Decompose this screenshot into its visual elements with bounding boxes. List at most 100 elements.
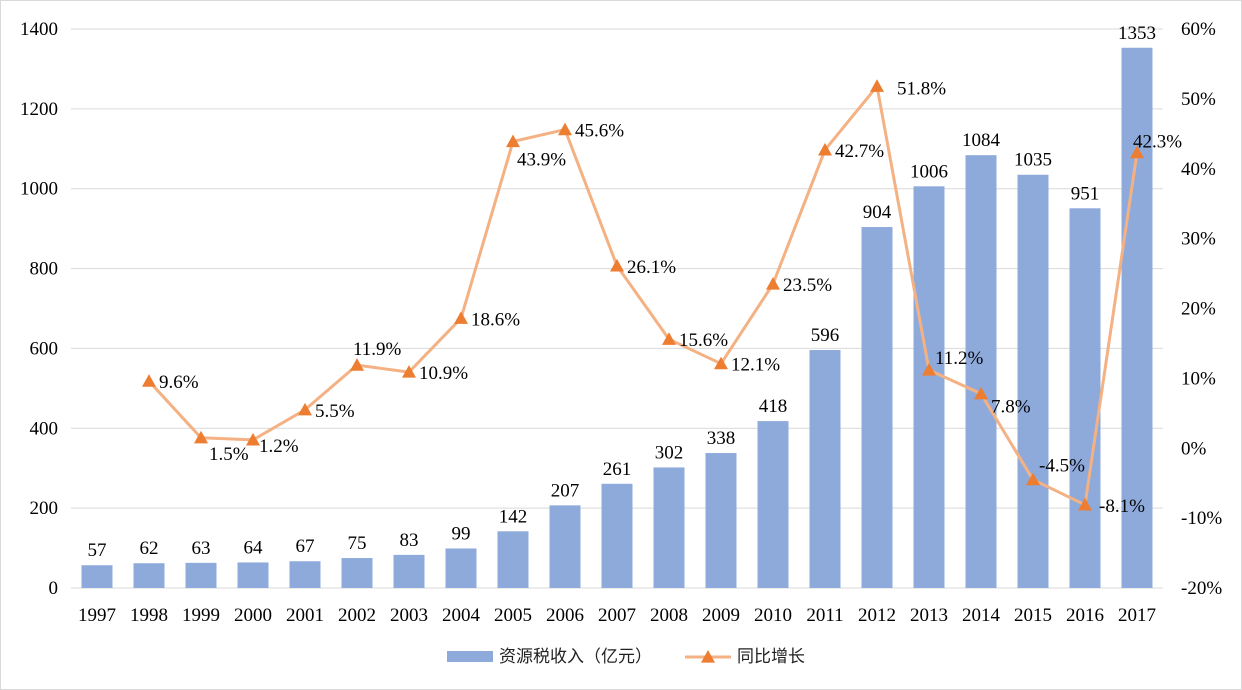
bar-value-label: 64 [244, 537, 264, 558]
growth-line [147, 84, 1139, 507]
legend: 资源税收入（亿元） 同比增长 [447, 647, 805, 667]
growth-value-label: 15.6% [679, 330, 728, 351]
growth-value-label: 11.9% [353, 339, 402, 360]
growth-marker [714, 356, 728, 370]
y-left-tick-label: 1200 [20, 99, 58, 120]
bar-value-label: 63 [192, 538, 211, 559]
bar-value-label: 75 [348, 533, 367, 554]
x-tick-label: 2012 [858, 605, 896, 626]
bar [601, 483, 633, 588]
y-left-tick-label: 800 [30, 259, 59, 280]
y-right-tick-label: -10% [1181, 508, 1222, 529]
x-tick-label: 2011 [806, 605, 843, 626]
growth-value-label: 1.5% [209, 444, 249, 465]
y-right-tick-label: -20% [1181, 578, 1222, 599]
y-left-tick-label: 400 [30, 418, 59, 439]
legend-line-label: 同比增长 [737, 647, 805, 667]
growth-marker [246, 432, 260, 446]
bar-value-label: 1035 [1014, 150, 1052, 171]
y-right-tick-label: 10% [1181, 368, 1216, 389]
bar [445, 548, 477, 588]
growth-marker [766, 277, 780, 290]
bar-value-label: 57 [88, 540, 107, 561]
bar-series [81, 47, 1153, 589]
line-series [142, 79, 1144, 511]
growth-marker [922, 362, 936, 376]
bar-value-label: 62 [140, 538, 159, 559]
legend-marker-icon [701, 650, 715, 663]
bar-value-label: 1353 [1118, 23, 1156, 44]
growth-value-label: 42.3% [1133, 132, 1182, 153]
bar [653, 467, 685, 588]
growth-value-label: 26.1% [627, 257, 676, 278]
growth-marker [1078, 497, 1092, 511]
growth-marker [350, 358, 364, 371]
bar-value-label: 99 [452, 523, 471, 544]
growth-value-label: 12.1% [731, 355, 780, 376]
growth-marker [1130, 145, 1144, 159]
y-right-tick-label: 50% [1181, 89, 1216, 110]
y-left-tick-label: 1400 [20, 19, 58, 40]
data-labels: 57 62 63 64 67 75 83 99 142 207 261 302 338 418 596 904… [88, 23, 1183, 561]
bar-value-label: 207 [551, 480, 580, 501]
growth-marker [194, 430, 208, 444]
growth-marker [1026, 472, 1040, 486]
y-left-tick-label: 200 [30, 498, 59, 519]
bar [965, 155, 997, 588]
growth-value-label: 11.2% [935, 348, 984, 369]
bar-value-label: 338 [707, 428, 736, 449]
x-tick-label: 2008 [650, 605, 688, 626]
bar [393, 554, 425, 588]
growth-value-label: 45.6% [575, 121, 624, 142]
growth-marker [558, 122, 572, 136]
x-tick-label: 2004 [442, 605, 481, 626]
x-tick-label: 2001 [286, 605, 324, 626]
bar [289, 561, 321, 588]
growth-marker [454, 311, 468, 324]
bar [1017, 174, 1049, 588]
y-right-tick-label: 0% [1181, 438, 1207, 459]
x-tick-label: 2009 [702, 605, 740, 626]
growth-value-label: 10.9% [419, 363, 468, 384]
x-tick-label: 1999 [182, 605, 220, 626]
y-right-tick-label: 30% [1181, 229, 1216, 250]
growth-value-label: 42.7% [835, 141, 884, 162]
bar-value-label: 83 [400, 530, 419, 551]
y-left-tick-label: 600 [30, 338, 59, 359]
x-tick-label: 2015 [1014, 605, 1052, 626]
growth-value-label: 7.8% [991, 397, 1031, 418]
y-right-tick-label: 60% [1181, 19, 1216, 40]
growth-marker [662, 332, 676, 345]
growth-value-label: 5.5% [315, 401, 355, 422]
bar [1121, 47, 1153, 589]
axes: 0 200 400 600 800 1000 1200 1400 -20% -10% 0% 10% 20… [20, 19, 1222, 626]
growth-value-label: 43.9% [517, 149, 566, 170]
x-tick-label: 2014 [962, 605, 1001, 626]
growth-marker [974, 386, 988, 400]
growth-value-label: -8.1% [1099, 496, 1145, 517]
legend-bar-swatch [447, 651, 493, 662]
y-left-tick-label: 1000 [20, 179, 58, 200]
x-tick-label: 2006 [546, 605, 584, 626]
growth-marker [818, 142, 832, 156]
growth-value-label: 23.5% [783, 275, 832, 296]
bar [549, 505, 581, 588]
x-tick-label: 1998 [130, 605, 168, 626]
bar [237, 562, 269, 588]
growth-marker [506, 134, 520, 148]
growth-value-label: 18.6% [471, 309, 520, 330]
x-tick-label: 2002 [338, 605, 376, 626]
bar [705, 453, 737, 588]
bar [133, 563, 165, 588]
y-right-tick-label: 20% [1181, 299, 1216, 320]
growth-value-label: 51.8% [897, 78, 946, 99]
x-tick-label: 2007 [598, 605, 636, 626]
growth-marker [402, 365, 416, 378]
legend-bar-label: 资源税收入（亿元） [499, 647, 652, 667]
bar [1069, 208, 1101, 588]
growth-value-label: 9.6% [159, 372, 199, 393]
y-right-tick-label: 40% [1181, 159, 1216, 180]
bar-value-label: 142 [499, 506, 528, 527]
bar [913, 186, 945, 588]
bar-value-label: 904 [863, 202, 892, 223]
